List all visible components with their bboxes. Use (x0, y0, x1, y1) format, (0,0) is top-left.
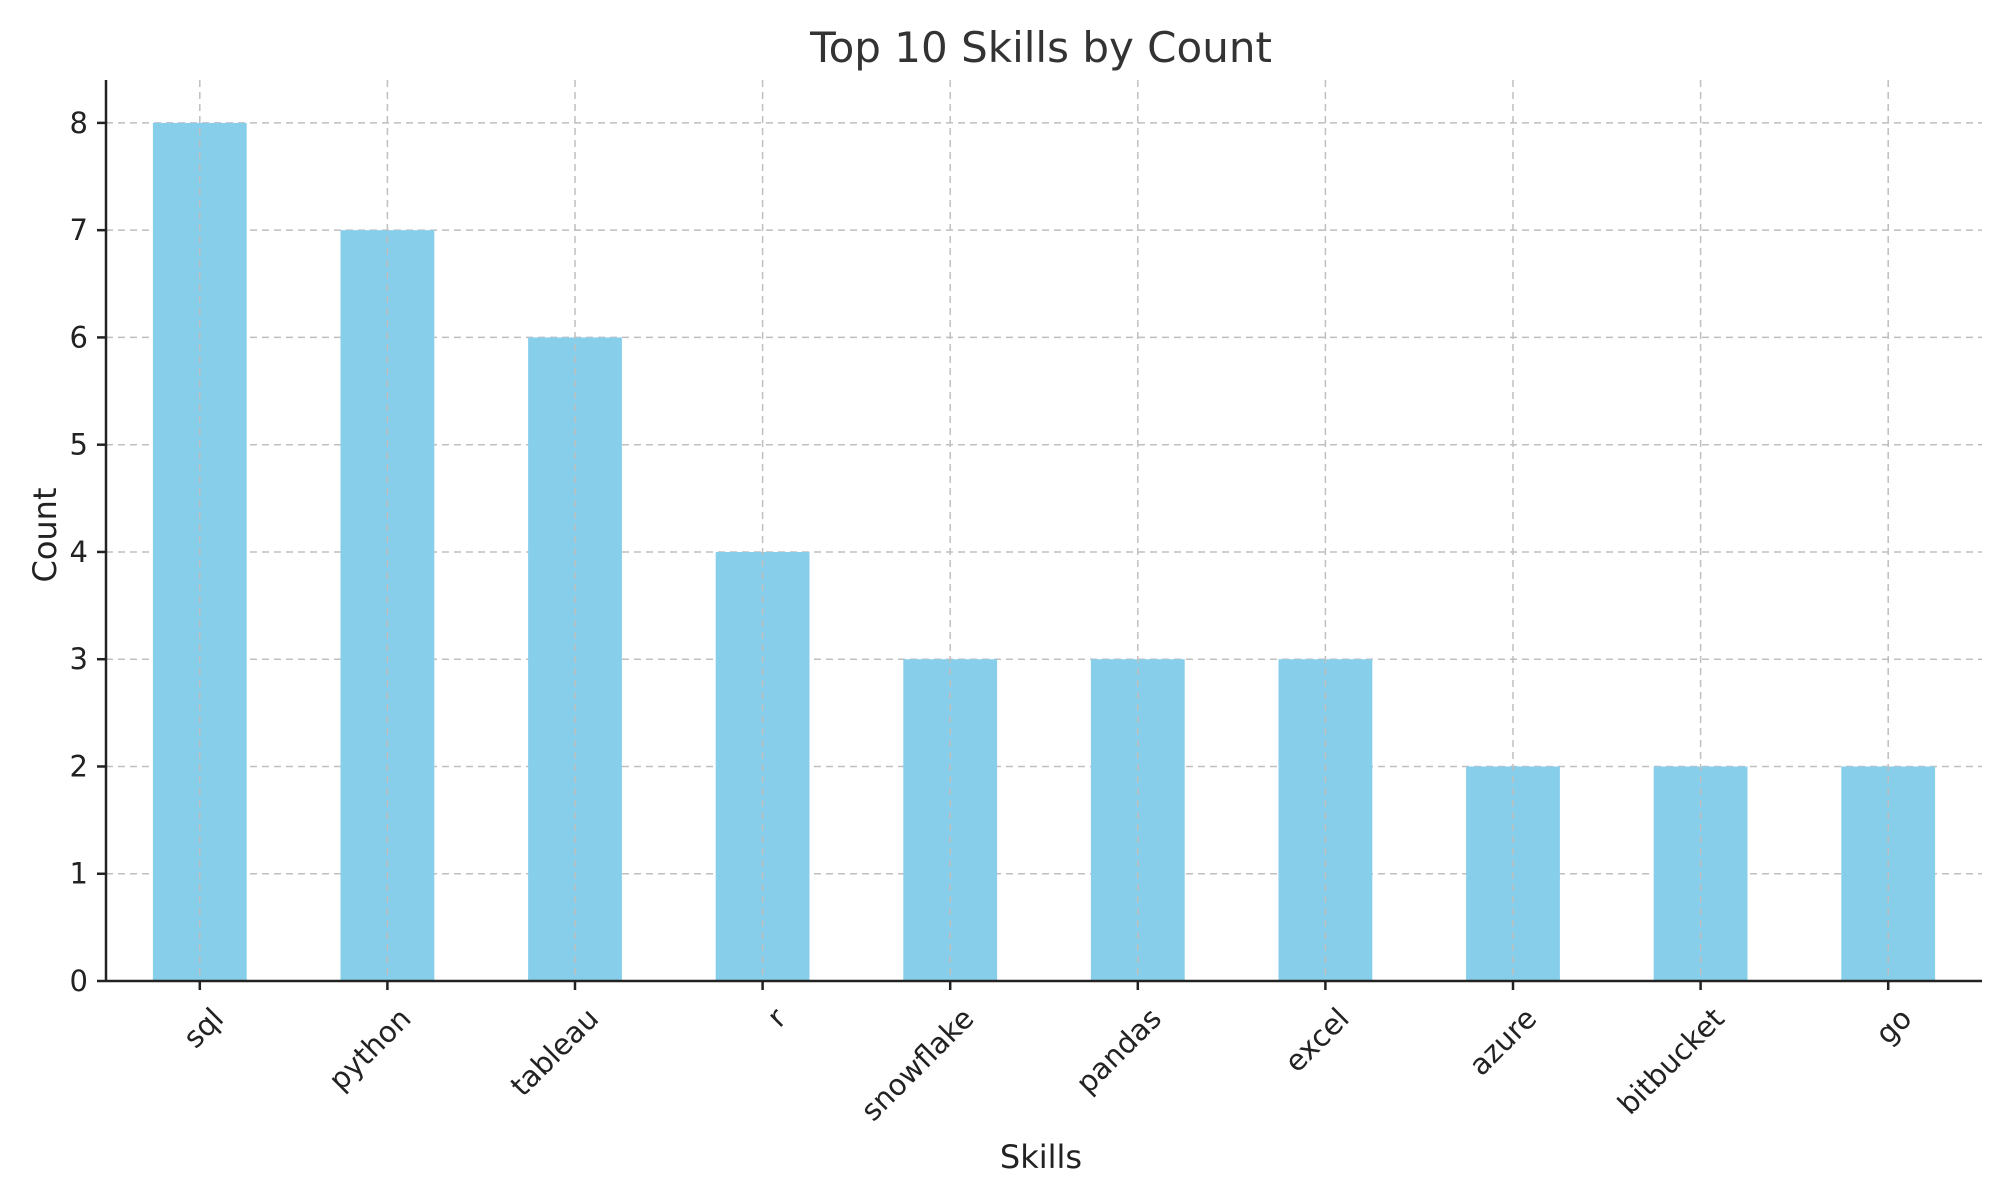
y-tick-label: 0 (70, 964, 88, 998)
x-tick-label-python: python (322, 1001, 418, 1097)
x-tick-label-go: go (1869, 1001, 1919, 1051)
x-ticks: sql python tableau r snowflake pandas excel azu… (177, 981, 1919, 1127)
x-tick-label-pandas: pandas (1069, 1001, 1168, 1100)
x-tick-label-snowflake: snowflake (854, 1001, 980, 1127)
bars (152, 122, 1936, 981)
x-axis-label: Skills (1000, 1138, 1082, 1176)
y-tick-label: 2 (70, 749, 88, 783)
y-tick-label: 4 (70, 535, 88, 569)
y-axis-label: Count (26, 487, 64, 582)
y-tick-label: 3 (70, 642, 88, 676)
y-tick-label: 1 (70, 857, 88, 891)
x-tick-label-tableau: tableau (504, 1001, 606, 1103)
vertical-grid (199, 80, 1889, 981)
y-tick-label: 5 (70, 428, 88, 462)
x-tick-label-sql: sql (177, 1001, 230, 1054)
bar-pandas (1090, 659, 1185, 981)
y-tick-label: 7 (70, 213, 88, 247)
bar-snowflake (903, 659, 998, 981)
x-tick-label-azure: azure (1462, 1001, 1543, 1082)
y-tick-label: 8 (70, 106, 88, 140)
chart-title: Top 10 Skills by Count (809, 23, 1272, 72)
x-tick-label-excel: excel (1278, 1001, 1356, 1079)
bar-python (340, 230, 435, 981)
y-ticks: 0 1 2 3 4 5 6 7 8 (70, 106, 106, 998)
x-tick-label-bitbucket: bitbucket (1611, 1001, 1731, 1121)
bar-excel (1278, 659, 1373, 981)
x-tick-label-r: r (760, 1001, 793, 1034)
y-tick-label: 6 (70, 320, 88, 354)
